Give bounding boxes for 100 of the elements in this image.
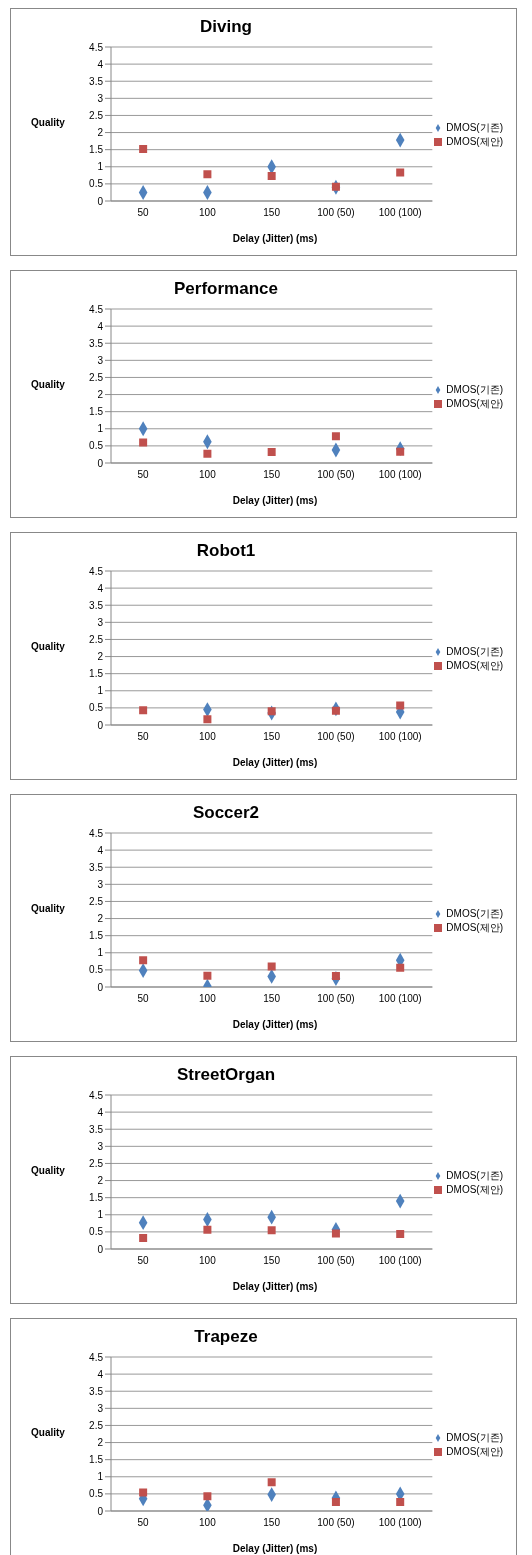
- y-tick-label: 2.5: [89, 371, 104, 383]
- point: [139, 438, 148, 447]
- legend-label: DMOS(제안): [446, 922, 503, 933]
- point: [396, 447, 405, 456]
- y-tick-label: 2: [97, 1437, 104, 1449]
- point: [203, 1225, 212, 1234]
- y-tick-label: 2: [97, 389, 104, 401]
- x-tick-label: 100 (100): [378, 469, 422, 481]
- y-tick-label: 0.5: [89, 702, 104, 714]
- chart-title: StreetOrgan: [175, 1065, 277, 1085]
- point: [139, 706, 148, 715]
- x-tick-label: 100 (100): [378, 1517, 422, 1529]
- y-tick-label: 1: [97, 161, 104, 173]
- x-tick-label: 100: [199, 1517, 217, 1529]
- x-tick-label: 50: [137, 469, 150, 481]
- y-tick-label: 0: [97, 195, 104, 207]
- x-tick-label: 100 (50): [317, 731, 355, 743]
- y-axis-title: Quality: [31, 1165, 65, 1176]
- legend-label: DMOS(기존): [446, 1170, 503, 1181]
- y-tick-label: 3: [97, 354, 104, 366]
- y-tick-label: 2.5: [89, 109, 104, 121]
- y-tick-label: 3.5: [89, 75, 104, 87]
- y-tick-label: 1: [97, 1209, 104, 1221]
- point: [396, 1498, 405, 1507]
- x-tick-label: 50: [137, 207, 150, 219]
- y-tick-label: 3: [97, 878, 104, 890]
- y-tick-label: 4: [97, 58, 104, 70]
- point: [203, 1492, 212, 1501]
- x-tick-label: 100: [199, 1255, 217, 1267]
- y-tick-label: 1.5: [89, 406, 104, 418]
- y-tick-label: 3.5: [89, 337, 104, 349]
- point: [267, 707, 276, 716]
- y-axis-title: Quality: [31, 1427, 65, 1438]
- y-tick-label: 2.5: [89, 633, 104, 645]
- x-axis-title: Delay (Jitter) (ms): [232, 757, 318, 768]
- chart-title: Soccer2: [191, 803, 261, 823]
- y-tick-label: 3.5: [89, 861, 104, 873]
- y-axis-title: Quality: [31, 379, 65, 390]
- point: [267, 1226, 276, 1235]
- x-tick-label: 100 (50): [317, 993, 355, 1005]
- y-tick-label: 4: [97, 582, 104, 594]
- legend-label: DMOS(기존): [446, 384, 503, 395]
- legend-label: DMOS(제안): [446, 660, 503, 671]
- point: [331, 1229, 340, 1238]
- y-tick-label: 4: [97, 320, 104, 332]
- legend-label: DMOS(제안): [446, 136, 503, 147]
- y-tick-label: 0: [97, 981, 104, 993]
- point: [139, 1234, 148, 1243]
- y-tick-label: 4.5: [89, 1089, 104, 1101]
- y-tick-label: 4.5: [89, 827, 104, 839]
- y-tick-label: 0: [97, 719, 104, 731]
- x-tick-label: 50: [137, 993, 150, 1005]
- point: [139, 144, 148, 153]
- y-tick-label: 1.5: [89, 668, 104, 680]
- point: [396, 963, 405, 972]
- x-tick-label: 100: [199, 469, 217, 481]
- y-tick-label: 2: [97, 913, 104, 925]
- y-tick-label: 4.5: [89, 565, 104, 577]
- point: [267, 172, 276, 181]
- legend-label: DMOS(기존): [446, 908, 503, 919]
- y-tick-label: 2.5: [89, 1157, 104, 1169]
- x-tick-label: 150: [263, 731, 281, 743]
- y-tick-label: 1: [97, 947, 104, 959]
- x-tick-label: 50: [137, 1517, 150, 1529]
- y-tick-label: 4: [97, 1106, 104, 1118]
- y-tick-label: 1.5: [89, 1454, 104, 1466]
- x-tick-label: 100 (50): [317, 207, 355, 219]
- x-tick-label: 50: [137, 731, 150, 743]
- point: [396, 1229, 405, 1238]
- y-tick-label: 3.5: [89, 1123, 104, 1135]
- chart-title: Performance: [173, 279, 279, 299]
- x-axis-title: Delay (Jitter) (ms): [232, 233, 318, 244]
- x-axis-title: Delay (Jitter) (ms): [232, 1281, 318, 1292]
- chart-title: Diving: [199, 17, 253, 37]
- y-tick-label: 3: [97, 1402, 104, 1414]
- legend-label: DMOS(기존): [446, 1432, 503, 1443]
- y-tick-label: 3: [97, 92, 104, 104]
- y-tick-label: 1.5: [89, 1192, 104, 1204]
- y-tick-label: 1: [97, 685, 104, 697]
- y-tick-label: 4.5: [89, 303, 104, 315]
- y-tick-label: 0: [97, 1505, 104, 1517]
- x-tick-label: 150: [263, 1517, 281, 1529]
- y-tick-label: 0: [97, 1243, 104, 1255]
- point: [331, 1498, 340, 1507]
- y-tick-label: 1.5: [89, 930, 104, 942]
- y-tick-label: 0.5: [89, 178, 104, 190]
- point: [139, 1488, 148, 1497]
- y-tick-label: 3: [97, 1140, 104, 1152]
- x-axis-title: Delay (Jitter) (ms): [232, 495, 318, 506]
- y-tick-label: 2: [97, 651, 104, 663]
- y-tick-label: 3: [97, 616, 104, 628]
- y-tick-label: 1: [97, 423, 104, 435]
- x-tick-label: 100: [199, 731, 217, 743]
- x-tick-label: 100: [199, 207, 217, 219]
- legend-label: DMOS(제안): [446, 1446, 503, 1457]
- y-tick-label: 2.5: [89, 1419, 104, 1431]
- y-tick-label: 4.5: [89, 41, 104, 53]
- x-axis-title: Delay (Jitter) (ms): [232, 1019, 318, 1030]
- chart-title: Trapeze: [193, 1327, 259, 1347]
- x-tick-label: 100 (100): [378, 1255, 422, 1267]
